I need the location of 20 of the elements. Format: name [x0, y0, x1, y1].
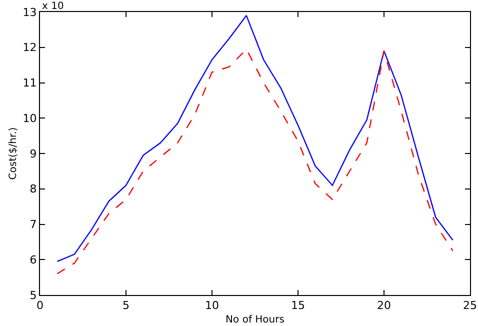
- y-tick-label: 8: [30, 182, 37, 196]
- y-tick-label: 9: [30, 147, 37, 160]
- y-tick-label: 7: [30, 218, 37, 232]
- y-tick-label: 13: [22, 6, 37, 19]
- y-tick-label: 10: [22, 112, 37, 125]
- y-axis-title: Cost($/hr.): [8, 127, 19, 180]
- x-tick-label: 15: [291, 299, 305, 312]
- x-tick-label: 10: [205, 299, 219, 312]
- x-tick-label: 0: [36, 299, 44, 312]
- annotation: x 10: [42, 1, 64, 12]
- y-tick-label: 12: [22, 41, 37, 54]
- y-tick-label: 6: [30, 253, 37, 266]
- line-series: [56, 48, 454, 274]
- line-series: [56, 14, 454, 262]
- x-tick-label: 25: [463, 299, 477, 312]
- x-axis-title: No of Hours: [226, 314, 284, 326]
- x-tick-label: 5: [122, 299, 130, 312]
- y-tick-label: 5: [30, 288, 37, 302]
- y-tick-label: 11: [22, 76, 37, 90]
- x-tick-label: 20: [377, 299, 391, 312]
